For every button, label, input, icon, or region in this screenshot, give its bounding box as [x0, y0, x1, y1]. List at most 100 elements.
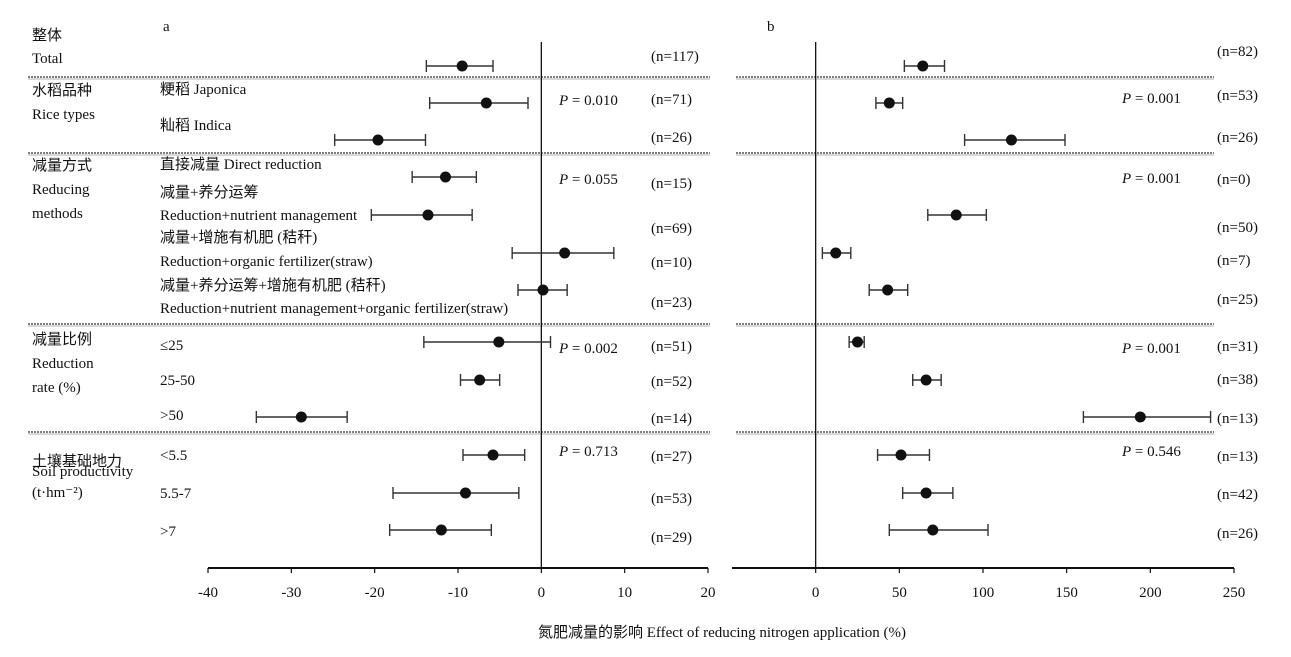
subgroup-label: 粳稻 Japonica — [160, 81, 247, 98]
mean-point — [917, 60, 929, 72]
p-number: 0.001 — [1147, 171, 1181, 187]
subgroup-label: Reduction+organic fertilizer(straw) — [160, 254, 373, 270]
p-symbol: P — [558, 341, 568, 357]
p-equals: = — [568, 341, 584, 357]
x-tick-label: -20 — [365, 585, 385, 601]
x-tick-label: 100 — [972, 585, 995, 601]
p-number: 0.055 — [584, 172, 618, 188]
subgroup-label: <5.5 — [160, 448, 187, 464]
mean-point — [487, 449, 499, 461]
p-number: 0.546 — [1147, 444, 1181, 460]
subgroup-label: 减量+养分运筹 — [160, 184, 258, 201]
p-symbol: P — [1121, 341, 1131, 357]
p-symbol: P — [1121, 444, 1131, 460]
mean-point — [422, 209, 434, 221]
sample-size-label: (n=29) — [651, 530, 692, 546]
sample-size-label: (n=14) — [651, 411, 692, 427]
subgroup-label: >50 — [160, 408, 183, 424]
subgroup-label: ≤25 — [160, 338, 183, 354]
category-label: 减量方式 — [32, 157, 92, 174]
mean-point — [435, 524, 447, 536]
panel-label: b — [767, 19, 775, 35]
sample-size-label: (n=7) — [1217, 253, 1250, 269]
sample-size-label: (n=71) — [651, 92, 692, 108]
mean-point — [1005, 134, 1017, 146]
p-value-label: P = 0.546 — [1121, 444, 1181, 460]
mean-point — [852, 336, 863, 348]
p-value-label: P = 0.001 — [1121, 341, 1181, 357]
sample-size-label: (n=53) — [1217, 88, 1258, 104]
mean-point — [460, 487, 471, 499]
mean-point — [1134, 411, 1146, 423]
sample-size-label: (n=42) — [1217, 487, 1258, 503]
sample-size-label: (n=25) — [1217, 292, 1258, 308]
mean-point — [895, 449, 907, 461]
mean-point — [440, 171, 451, 183]
mean-point — [950, 209, 962, 221]
p-equals: = — [1131, 341, 1147, 357]
p-symbol: P — [558, 93, 568, 109]
mean-point — [474, 374, 486, 386]
p-equals: = — [1131, 444, 1147, 460]
mean-point — [456, 60, 468, 72]
sample-size-label: (n=31) — [1217, 339, 1258, 355]
sample-size-label: (n=53) — [651, 491, 692, 507]
p-equals: = — [568, 444, 584, 460]
p-value-label: P = 0.001 — [1121, 91, 1181, 107]
sample-size-label: (n=10) — [651, 255, 692, 271]
x-tick-label: 0 — [812, 585, 820, 601]
sample-size-label: (n=26) — [651, 130, 692, 146]
subgroup-label: 籼稻 Indica — [160, 117, 232, 134]
p-equals: = — [1131, 171, 1147, 187]
p-symbol: P — [1121, 171, 1131, 187]
mean-point — [559, 247, 571, 259]
sample-size-label: (n=82) — [1217, 44, 1258, 60]
category-label: Reducing — [32, 182, 90, 198]
mean-point — [920, 487, 932, 499]
sample-size-label: (n=23) — [651, 295, 692, 311]
p-value-label: P = 0.001 — [1121, 171, 1181, 187]
mean-point — [537, 284, 549, 296]
mean-point — [493, 336, 505, 348]
x-tick-label: -30 — [281, 585, 301, 601]
category-label: 水稻品种 — [32, 82, 92, 99]
p-value-label: P = 0.010 — [558, 93, 618, 109]
p-value-label: P = 0.713 — [558, 444, 618, 460]
sample-size-label: (n=38) — [1217, 372, 1258, 388]
p-value-label: P = 0.002 — [558, 341, 618, 357]
sample-size-label: (n=69) — [651, 221, 692, 237]
p-number: 0.001 — [1147, 91, 1181, 107]
p-number: 0.002 — [584, 341, 618, 357]
mean-point — [830, 247, 842, 259]
mean-point — [372, 134, 384, 146]
category-label: (t·hm⁻²) — [32, 485, 83, 501]
mean-point — [295, 411, 307, 423]
category-label: Rice types — [32, 107, 95, 123]
p-equals: = — [568, 172, 584, 188]
panel-label: a — [163, 19, 170, 35]
p-value-label: P = 0.055 — [558, 172, 618, 188]
sample-size-label: (n=0) — [1217, 172, 1250, 188]
sample-size-label: (n=50) — [1217, 220, 1258, 236]
category-label: 减量比例 — [32, 331, 92, 348]
x-tick-label: -40 — [198, 585, 218, 601]
p-number: 0.713 — [584, 444, 618, 460]
sample-size-label: (n=13) — [1217, 449, 1258, 465]
x-tick-label: 10 — [617, 585, 632, 601]
category-label: rate (%) — [32, 380, 81, 396]
sample-size-label: (n=27) — [651, 449, 692, 465]
p-symbol: P — [1121, 91, 1131, 107]
category-label: Reduction — [32, 356, 94, 372]
sample-size-label: (n=52) — [651, 374, 692, 390]
p-symbol: P — [558, 172, 568, 188]
sample-size-label: (n=117) — [651, 49, 699, 65]
x-tick-label: -10 — [448, 585, 468, 601]
mean-point — [882, 284, 894, 296]
sample-size-label: (n=13) — [1217, 411, 1258, 427]
subgroup-label: Reduction+nutrient management — [160, 208, 358, 224]
category-label: 整体 — [32, 27, 62, 44]
p-equals: = — [1131, 91, 1147, 107]
category-label: Total — [32, 51, 63, 67]
x-tick-label: 150 — [1055, 585, 1078, 601]
